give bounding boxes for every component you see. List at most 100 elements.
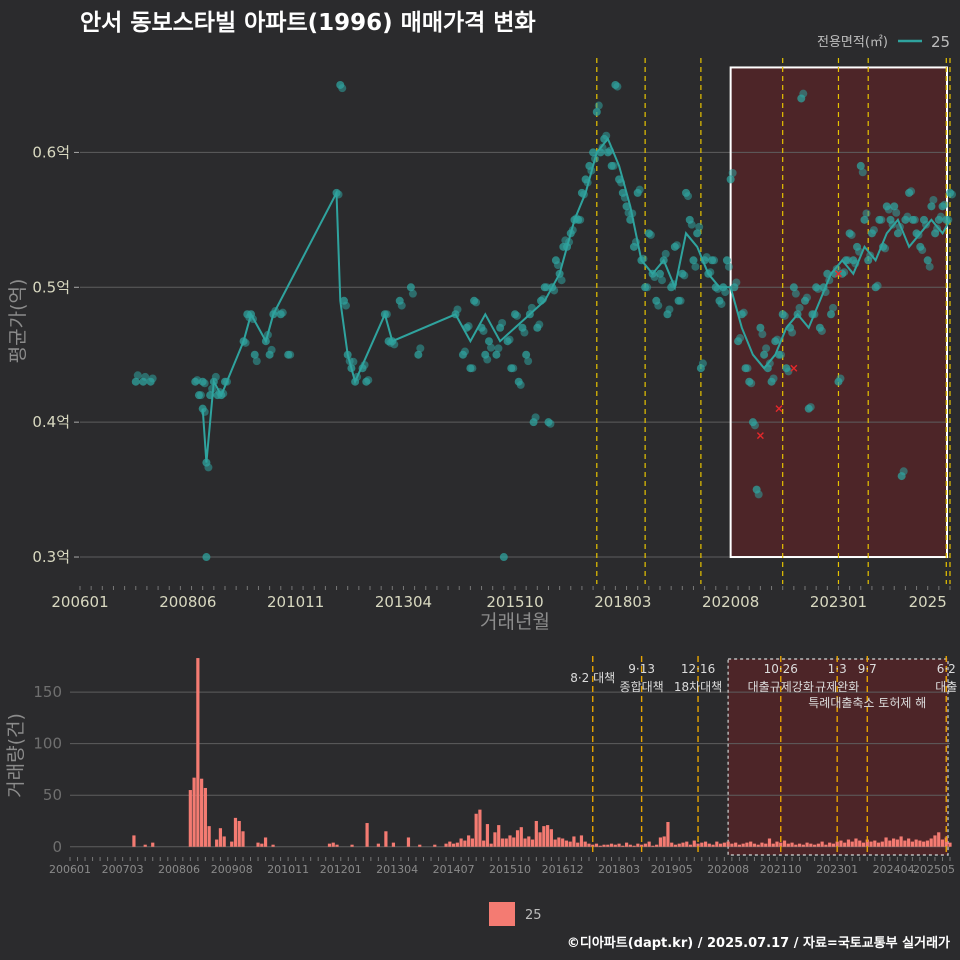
- volume-bar: [914, 839, 918, 847]
- data-point: [483, 355, 492, 364]
- volume-bar: [598, 845, 602, 847]
- volume-bar: [891, 838, 896, 847]
- volume-bar: [256, 842, 260, 847]
- volume-bar: [418, 844, 422, 847]
- data-point: [576, 215, 585, 224]
- top-legend: 전용면적(㎡) 25: [817, 33, 950, 51]
- volume-bar: [327, 843, 332, 847]
- volume-bar: [797, 843, 802, 847]
- highlight-period-border: [727, 658, 949, 856]
- data-point: [133, 371, 142, 380]
- legend-title: 전용면적(㎡): [817, 35, 888, 50]
- data-point: [925, 262, 934, 271]
- data-point: [929, 195, 938, 204]
- data-point: [546, 419, 555, 428]
- volume-bar: [734, 842, 738, 847]
- data-point: [286, 350, 295, 359]
- x-tick-label: 202008: [702, 593, 759, 611]
- data-point: [414, 350, 423, 359]
- volume-bar: [196, 658, 200, 847]
- volume-bar: [779, 842, 783, 847]
- volume-bar: [850, 841, 854, 847]
- volume-bar: [737, 844, 741, 847]
- volume-bar: [801, 844, 805, 847]
- outlier-mark: [756, 432, 764, 440]
- data-point: [860, 215, 869, 224]
- data-point: [278, 308, 287, 317]
- data-point: [806, 403, 815, 412]
- volume-bar: [673, 844, 678, 847]
- volume-bar: [692, 840, 696, 847]
- volume-bar: [655, 844, 659, 847]
- volume-bar: [628, 844, 632, 847]
- volume-bar: [940, 839, 945, 847]
- volume-bar: [594, 843, 599, 847]
- volume-bar: [726, 841, 730, 847]
- data-point: [722, 256, 731, 265]
- volume-bar: [504, 838, 508, 847]
- series-line: [201, 136, 951, 463]
- volume-bar: [730, 843, 734, 847]
- data-point: [484, 337, 493, 346]
- data-point: [509, 364, 518, 373]
- x-tick-label: 202301: [816, 863, 858, 876]
- event-label: 대출규제강화: [748, 680, 814, 694]
- data-point: [654, 301, 663, 310]
- volume-bar: [666, 822, 670, 847]
- data-point: [250, 350, 259, 359]
- data-point: [267, 345, 276, 354]
- volume-bar: [662, 836, 666, 847]
- volume-bar: [922, 841, 926, 847]
- event-label: 특례대출축소 토허제 해: [808, 696, 926, 710]
- volume-bar: [542, 826, 546, 847]
- outlier-mark: [834, 270, 842, 278]
- volume-bar: [711, 844, 715, 847]
- data-point: [789, 283, 798, 292]
- x-tick-label: 202110: [760, 863, 802, 876]
- data-point: [726, 175, 735, 184]
- x-tick-label: 201304: [375, 593, 432, 611]
- x-tick-label: 201407: [433, 863, 475, 876]
- volume-bar: [907, 838, 911, 847]
- data-point: [479, 326, 488, 335]
- data-point: [743, 364, 752, 373]
- volume-bar: [933, 835, 937, 847]
- x-tick-label: 2025: [909, 593, 947, 611]
- data-point: [869, 226, 878, 235]
- data-point: [892, 208, 901, 217]
- volume-bar: [775, 841, 779, 847]
- volume-bar: [703, 841, 708, 847]
- x-tick-label: 201304: [376, 863, 418, 876]
- volume-bar: [865, 839, 869, 847]
- volume-bar: [903, 840, 907, 847]
- data-point: [416, 344, 425, 353]
- volume-bar: [918, 840, 922, 847]
- data-point: [498, 318, 507, 327]
- volume-bar: [463, 840, 467, 847]
- volume-bar: [831, 843, 836, 847]
- data-point: [698, 359, 707, 368]
- data-point: [693, 229, 702, 238]
- data-point: [754, 490, 763, 499]
- legend-bar-swatch: [489, 902, 515, 926]
- volume-bar: [839, 840, 843, 847]
- data-point: [204, 463, 213, 472]
- data-point: [676, 296, 685, 305]
- volume-bar: [700, 842, 704, 847]
- data-point: [762, 344, 771, 353]
- volume-bar: [767, 838, 772, 847]
- data-point: [524, 357, 533, 366]
- volume-bar: [455, 842, 459, 847]
- volume-bar: [470, 838, 474, 847]
- x-tick-label: 202008: [707, 863, 749, 876]
- data-point: [756, 323, 765, 332]
- volume-bar: [237, 820, 241, 847]
- volume-bar: [606, 844, 610, 847]
- volume-bar: [512, 837, 516, 847]
- data-point: [773, 335, 782, 344]
- volume-bar: [500, 838, 505, 847]
- volume-bar: [756, 844, 760, 847]
- data-point: [940, 200, 949, 209]
- data-point: [589, 148, 598, 157]
